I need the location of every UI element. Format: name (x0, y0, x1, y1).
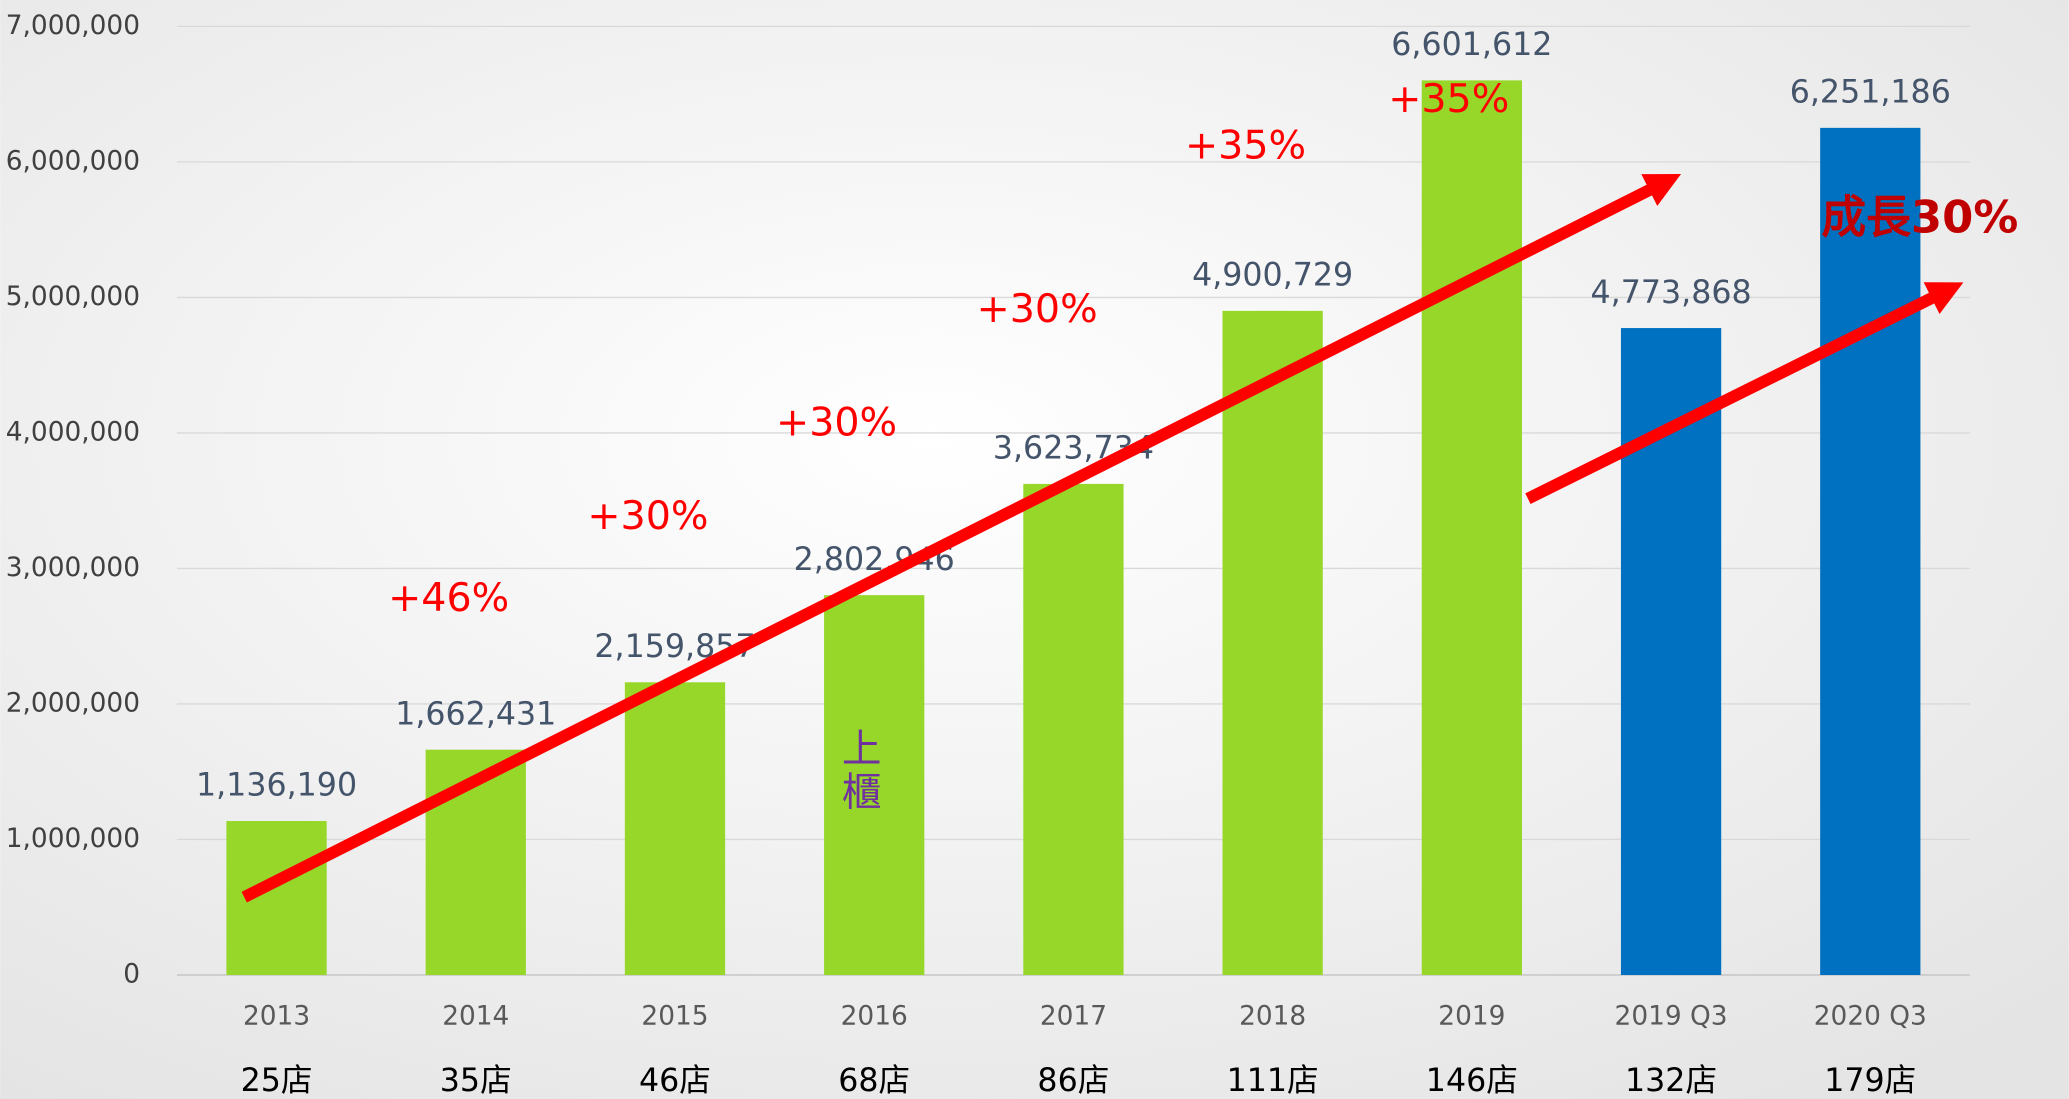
bar (1820, 127, 1921, 975)
y-tick-label: 3,000,000 (6, 553, 140, 583)
x-tick-label: 2013 (243, 1002, 310, 1032)
bar (624, 682, 726, 975)
x-tick-label: 2019 Q3 (1615, 1002, 1728, 1032)
bar (1421, 80, 1522, 975)
x-tick-label: 2016 (841, 1002, 908, 1032)
x-tick-label: 2015 (641, 1002, 708, 1032)
bar (1620, 328, 1722, 975)
bar (1222, 310, 1323, 975)
annotation: 櫃 (842, 770, 882, 816)
trend-arrow (1525, 282, 1964, 505)
annotation: +46% (388, 575, 509, 621)
annotation: 成長30% (1821, 190, 2018, 243)
y-tick-label: 5,000,000 (6, 282, 140, 312)
annotation: +30% (587, 493, 708, 539)
store-count: 68店 (838, 1063, 910, 1099)
store-count: 179店 (1824, 1063, 1916, 1099)
store-count: 86店 (1037, 1063, 1109, 1099)
x-tick-label: 2018 (1239, 1002, 1306, 1032)
bar (1023, 483, 1124, 975)
store-count: 146店 (1426, 1063, 1518, 1099)
annotation: +35% (1185, 122, 1306, 168)
data-label: 6,251,186 (1790, 75, 1951, 111)
data-label: 6,601,612 (1391, 27, 1552, 63)
data-label: 4,773,868 (1591, 275, 1752, 311)
x-tick-label: 2017 (1040, 1002, 1107, 1032)
bar (226, 821, 327, 975)
data-label: 1,136,190 (196, 768, 357, 804)
store-count: 25店 (241, 1063, 313, 1099)
store-count: 35店 (440, 1063, 512, 1099)
data-label: 4,900,729 (1192, 258, 1353, 294)
annotation: +30% (776, 399, 897, 445)
store-count: 111店 (1227, 1063, 1319, 1099)
y-tick-label: 2,000,000 (6, 688, 140, 718)
data-label: 1,662,431 (395, 696, 556, 732)
x-tick-label: 2019 (1438, 1002, 1505, 1032)
y-tick-label: 7,000,000 (6, 11, 140, 41)
bars (226, 80, 1921, 975)
y-tick-label: 0 (123, 959, 140, 989)
store-count: 132店 (1625, 1063, 1717, 1099)
labels: 0 1,000,000 2,000,000 3,000,000 4,000,000 5,0… (6, 11, 1951, 1099)
y-tick-label: 4,000,000 (6, 417, 140, 447)
annotation: +35% (1388, 76, 1509, 122)
annotation: 上 (842, 727, 882, 773)
y-tick-label: 6,000,000 (6, 146, 140, 176)
annotations: +46% +30% +30% +30% +35% +35% 成長30% 上櫃 (388, 76, 2018, 816)
x-tick-label: 2020 Q3 (1814, 1002, 1927, 1032)
bar (824, 595, 925, 975)
annotation: +30% (977, 286, 1098, 332)
store-count: 46店 (639, 1063, 711, 1099)
trend-arrow (241, 174, 1682, 903)
x-tick-label: 2014 (442, 1002, 509, 1032)
y-tick-label: 1,000,000 (6, 824, 140, 854)
